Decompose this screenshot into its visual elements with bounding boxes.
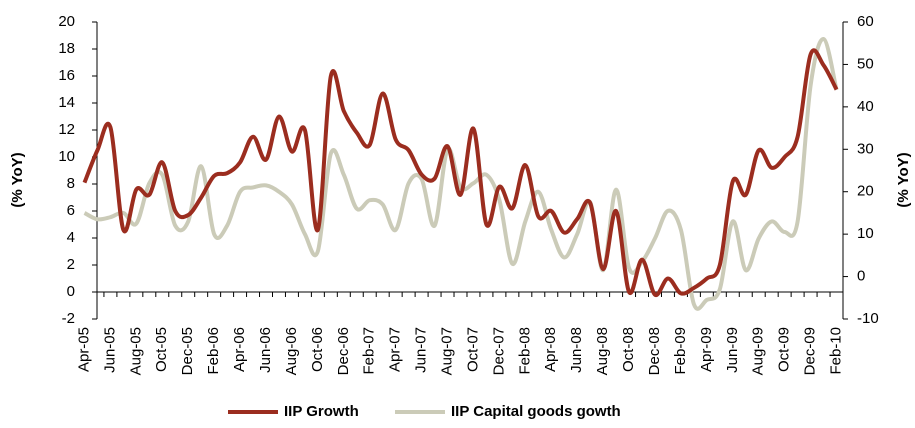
x-tick-label: Aug-05: [127, 327, 144, 375]
y2-tick-label: 10: [857, 225, 874, 242]
x-tick-label: Dec-09: [802, 327, 819, 375]
x-tick-label: Feb-06: [205, 327, 222, 375]
x-tick-label: Aug-09: [750, 327, 767, 375]
y2-axis-title: (% YoY): [895, 152, 912, 207]
x-tick-label: Jun-08: [568, 327, 585, 373]
x-tick-label: Oct-08: [620, 327, 637, 372]
y2-tick-label: 40: [857, 98, 874, 115]
x-tick-label: Oct-05: [153, 327, 170, 372]
legend-label: IIP Growth: [284, 403, 359, 420]
y-tick-label: 14: [58, 94, 75, 111]
x-tick-label: Oct-07: [464, 327, 481, 372]
y-tick-label: 10: [58, 148, 75, 165]
x-tick-label: Aug-06: [283, 327, 300, 375]
legend-label: IIP Capital goods gowth: [451, 403, 621, 420]
x-tick-label: Jun-09: [724, 327, 741, 373]
y-tick-label: 6: [67, 202, 75, 219]
x-tick-label: Feb-07: [361, 327, 378, 375]
x-tick-label: Dec-06: [335, 327, 352, 375]
y2-tick-label: 60: [857, 13, 874, 30]
x-tick-label: Feb-10: [827, 327, 844, 375]
y2-tick-label: 30: [857, 140, 874, 157]
x-tick-label: Jun-05: [101, 327, 118, 373]
x-tick-label: Aug-08: [594, 327, 611, 375]
x-tick-label: Dec-07: [490, 327, 507, 375]
y2-tick-label: -10: [857, 310, 879, 327]
x-tick-label: Apr-09: [698, 327, 715, 372]
x-tick-label: Feb-09: [672, 327, 689, 375]
y-tick-label: 2: [67, 256, 75, 273]
series-line: [82, 48, 839, 297]
y-tick-label: 20: [58, 13, 75, 30]
x-tick-label: Oct-06: [309, 327, 326, 372]
x-tick-label: Dec-05: [179, 327, 196, 375]
y-tick-label: 12: [58, 121, 75, 138]
x-tick-label: Apr-07: [387, 327, 404, 372]
y2-tick-label: 50: [857, 55, 874, 72]
y-axis-title: (% YoY): [9, 152, 26, 207]
x-tick-label: Apr-06: [231, 327, 248, 372]
y-tick-label: 8: [67, 175, 75, 192]
y-tick-label: 4: [67, 229, 75, 246]
y-tick-label: 18: [58, 40, 75, 57]
x-tick-label: Feb-08: [516, 327, 533, 375]
y-tick-label: 0: [67, 283, 75, 300]
y2-tick-label: 20: [857, 183, 874, 200]
x-tick-label: Jun-07: [413, 327, 430, 373]
x-tick-label: Jun-06: [257, 327, 274, 373]
series-line: [83, 36, 839, 311]
x-tick-label: Apr-05: [75, 327, 92, 372]
y2-tick-label: 0: [857, 268, 865, 285]
y-tick-label: 16: [58, 67, 75, 84]
x-tick-label: Dec-08: [646, 327, 663, 375]
y-tick-label: -2: [62, 310, 75, 327]
x-tick-label: Apr-08: [542, 327, 559, 372]
x-tick-label: Oct-09: [776, 327, 793, 372]
x-tick-label: Aug-07: [439, 327, 456, 375]
